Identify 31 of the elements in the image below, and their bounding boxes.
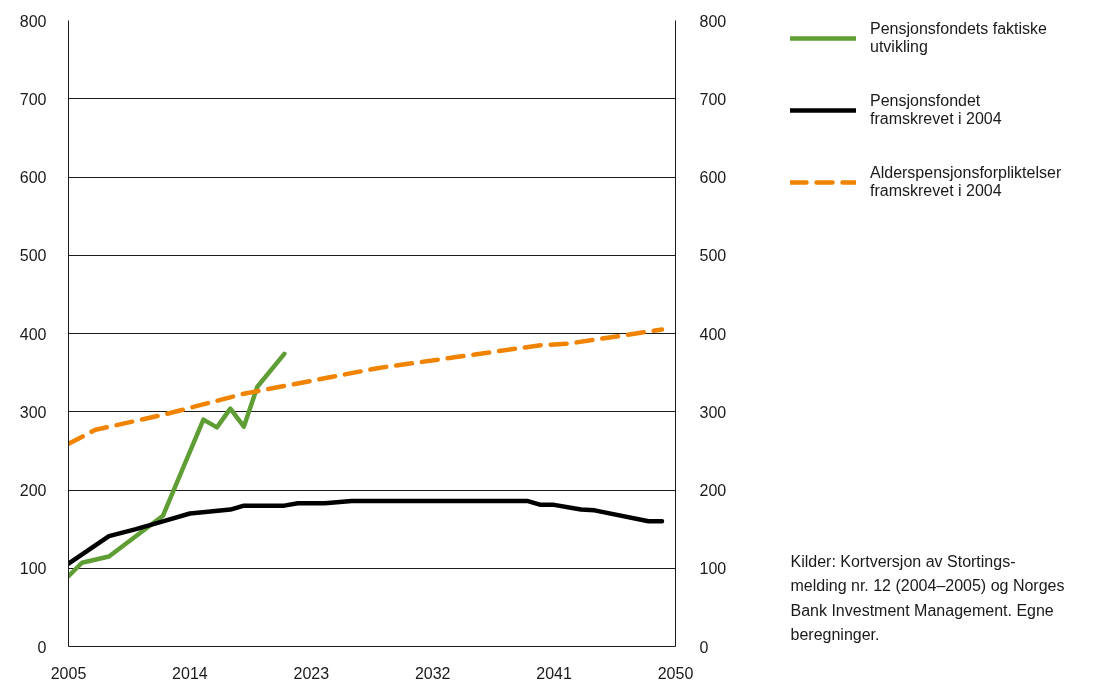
y-tick-label: 300 bbox=[19, 403, 47, 421]
x-tick-label: 2041 bbox=[536, 664, 572, 682]
y2-tick-label: 800 bbox=[699, 12, 727, 30]
y-tick-label: 100 bbox=[19, 560, 47, 578]
x-tick-label: 2005 bbox=[50, 664, 87, 682]
y2-tick-label: 300 bbox=[699, 403, 727, 421]
text: Kilder: Kortversjon av Stortings-melding nr. 12 (2004–2005) og Norges Bank Investment Management. Egne beregninger. bbox=[790, 552, 1065, 644]
y2-tick-label: 100 bbox=[699, 560, 727, 578]
y2-tick-label: 200 bbox=[699, 482, 727, 499]
x-tick-label: 2032 bbox=[414, 664, 451, 682]
line-series bbox=[68, 351, 287, 579]
line-series bbox=[68, 498, 665, 566]
y2-tick-label: 0 bbox=[699, 638, 709, 656]
y-tick-label: 700 bbox=[19, 90, 47, 108]
legend-label: Pensjonsfondet framskrevet i 2004 bbox=[870, 92, 1002, 128]
y-tick-label: 500 bbox=[19, 247, 47, 265]
y2-tick-label: 700 bbox=[699, 90, 727, 108]
y-tick-label: 800 bbox=[19, 12, 47, 30]
legend-label: Pensjonsfondets faktiske utvikling bbox=[870, 20, 1047, 56]
y-tick-label: 0 bbox=[37, 638, 47, 656]
y2-tick-label: 600 bbox=[699, 169, 727, 186]
y-tick-label: 400 bbox=[19, 325, 47, 343]
x-tick-label: 2050 bbox=[657, 664, 694, 682]
line-series bbox=[68, 327, 665, 447]
y-tick-label: 600 bbox=[19, 169, 47, 186]
x-tick-label: 2023 bbox=[293, 664, 330, 682]
x-tick-label: 2014 bbox=[172, 664, 208, 682]
legend-label: Alderspensjonsforpliktelser framskrevet i 2004 bbox=[870, 164, 1062, 200]
y2-tick-label: 400 bbox=[699, 325, 727, 343]
y2-tick-label: 500 bbox=[699, 247, 727, 265]
y-tick-label: 200 bbox=[19, 482, 47, 499]
